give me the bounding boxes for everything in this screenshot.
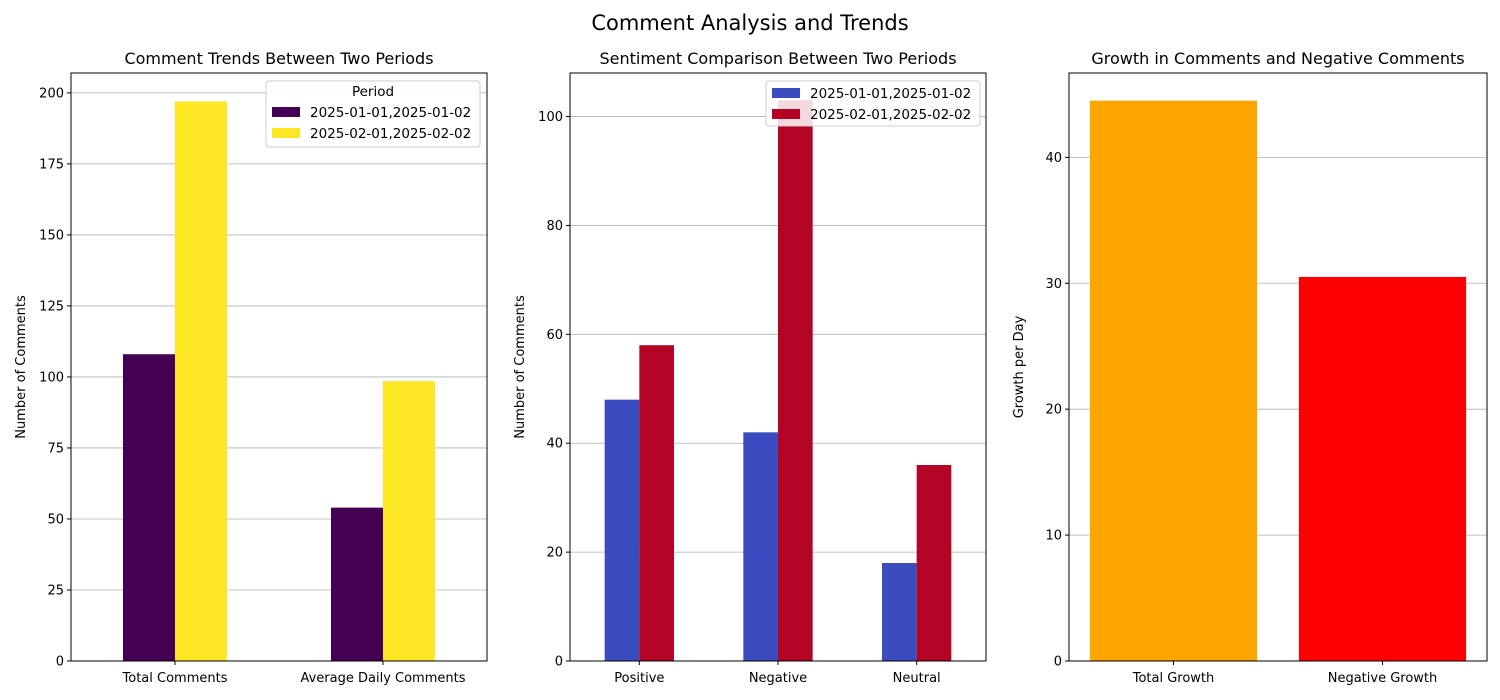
legend: 2025-01-01,2025-01-02 2025-02-01,2025-02-… (765, 80, 981, 127)
chart-panel-2: 0 20 40 60 80 100 Positive Negative Neutral Senti… (513, 49, 987, 686)
legend-swatch (772, 109, 800, 119)
bar-1-1 (604, 399, 640, 661)
bar-1 (1089, 100, 1258, 662)
axes-frame (1068, 72, 1488, 662)
x-tick-label: Negative Growth (1328, 671, 1438, 686)
x-tick-label: Negative (749, 671, 807, 686)
x-tick-label: Positive (614, 671, 664, 686)
y-tick-label: 125 (39, 299, 64, 314)
legend-label: 2025-01-01,2025-01-02 (810, 86, 971, 102)
y-tick-label: 60 (546, 328, 563, 343)
y-tick-label: 20 (546, 546, 563, 561)
chart-panel-3: 0 10 20 30 40 Total Growth Negative Growth Grow… (1012, 49, 1488, 686)
y-tick-label: 100 (39, 370, 64, 385)
legend-swatch (272, 107, 300, 117)
x-tick-label: Average Daily Comments (300, 671, 465, 686)
bar-1-2 (331, 507, 383, 661)
y-axis-label: Number of Comments (14, 295, 29, 439)
y-tick-label: 80 (546, 219, 563, 234)
bar-2-3 (916, 465, 952, 661)
y-tick-label: 175 (39, 157, 64, 172)
y-tick-label: 40 (546, 437, 563, 452)
y-tick-label: 0 (555, 655, 563, 670)
x-tick-label: Total Growth (1132, 671, 1215, 686)
y-tick-label: 50 (47, 512, 64, 527)
legend-label: 2025-01-01,2025-01-02 (310, 105, 471, 121)
bar-2 (1298, 276, 1467, 661)
legend-swatch (772, 88, 800, 98)
bar-2-2 (778, 100, 813, 661)
bar-2-1 (639, 345, 674, 661)
bar-1-2 (743, 432, 778, 661)
legend-box (765, 80, 981, 127)
bar-2-1 (175, 101, 227, 661)
y-tick-label: 0 (1054, 655, 1062, 670)
legend: Period 2025-01-01,2025-01-02 2025-02-01,20… (265, 80, 481, 148)
panel-title: Comment Trends Between Two Periods (124, 49, 433, 68)
figure-title: Comment Analysis and Trends (591, 11, 908, 35)
y-axis-label: Growth per Day (1012, 315, 1027, 418)
bar-1-3 (882, 563, 917, 661)
x-tick-label: Neutral (893, 671, 941, 686)
y-tick-label: 25 (47, 583, 64, 598)
x-tick-label: Total Comments (122, 671, 228, 686)
y-tick-label: 75 (47, 441, 64, 456)
legend-label: 2025-02-01,2025-02-02 (810, 107, 971, 123)
bar-1-1 (123, 354, 175, 661)
bar-2-2 (383, 381, 435, 661)
panel-title: Sentiment Comparison Between Two Periods (599, 49, 956, 68)
y-tick-label: 40 (1045, 151, 1062, 166)
y-tick-label: 200 (39, 86, 64, 101)
legend-label: 2025-02-01,2025-02-02 (310, 126, 471, 142)
y-tick-label: 30 (1045, 277, 1062, 292)
chart-panel-1: 0 25 50 75 100 125 150 175 200 Total Comments Aver… (14, 49, 488, 686)
y-tick-label: 20 (1045, 403, 1062, 418)
legend-title: Period (352, 84, 394, 100)
y-axis-label: Number of Comments (513, 295, 528, 439)
y-tick-label: 150 (39, 228, 64, 243)
legend-box (265, 80, 481, 148)
y-tick-label: 0 (56, 655, 64, 670)
panel-title: Growth in Comments and Negative Comments (1091, 49, 1464, 68)
axes-frame (70, 72, 488, 662)
legend-swatch (272, 128, 300, 138)
y-tick-label: 100 (538, 110, 563, 125)
y-tick-label: 10 (1045, 529, 1062, 544)
